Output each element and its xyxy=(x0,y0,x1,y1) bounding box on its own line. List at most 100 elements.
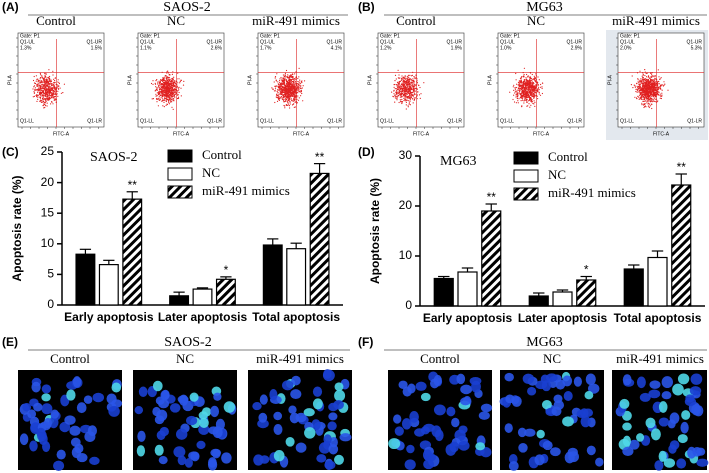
dot xyxy=(276,90,278,93)
dot xyxy=(521,106,523,108)
dot xyxy=(298,97,300,99)
dot xyxy=(528,103,530,105)
cell xyxy=(199,417,209,429)
cell xyxy=(550,447,561,457)
quadrant-label: Q1-UL xyxy=(500,39,515,45)
dot xyxy=(406,78,408,80)
dot xyxy=(283,75,285,77)
panel-title: SAOS-2 xyxy=(164,335,211,350)
cell xyxy=(423,459,434,470)
dot xyxy=(530,97,532,99)
dot xyxy=(52,70,54,72)
legend-label: Control xyxy=(548,149,588,164)
dot xyxy=(293,80,295,82)
dot xyxy=(413,94,415,96)
legend-label: miR-491 mimics xyxy=(548,185,636,200)
column-label: miR-491 mimics xyxy=(256,351,344,366)
x-tick-label: Total apoptosis xyxy=(252,310,340,324)
dot xyxy=(540,86,542,88)
dot xyxy=(287,95,289,97)
cell xyxy=(636,376,646,389)
dot xyxy=(290,84,292,86)
dot xyxy=(291,94,293,96)
dot xyxy=(290,78,292,80)
dot xyxy=(410,96,412,98)
dot xyxy=(528,81,530,84)
dot xyxy=(47,86,49,88)
bar xyxy=(647,256,668,307)
dot xyxy=(642,74,644,76)
dot xyxy=(159,94,161,97)
cell xyxy=(66,389,76,401)
dot xyxy=(406,99,408,101)
dot xyxy=(525,89,527,91)
dot xyxy=(530,100,532,102)
dot xyxy=(405,99,407,101)
dot xyxy=(40,100,43,102)
dot xyxy=(160,88,162,90)
cell xyxy=(323,434,332,445)
dot xyxy=(639,84,641,86)
dot xyxy=(525,78,528,80)
dot xyxy=(418,94,421,96)
dot xyxy=(165,74,167,77)
y-axis-label: PI-A xyxy=(7,74,13,84)
dot xyxy=(515,79,517,81)
dot xyxy=(401,98,403,101)
quadrant-label: Q1-LR xyxy=(447,118,462,124)
dot xyxy=(47,97,49,99)
dot xyxy=(281,94,283,96)
quadrant-label: Q1-LR xyxy=(207,118,222,124)
cell xyxy=(595,457,604,467)
cell xyxy=(138,386,148,398)
cell xyxy=(504,372,514,382)
legend-swatch xyxy=(167,185,193,199)
dot xyxy=(160,79,162,81)
dot xyxy=(173,76,175,78)
dot xyxy=(397,86,399,88)
dot xyxy=(530,91,532,93)
dot xyxy=(643,106,645,109)
dot xyxy=(531,84,533,86)
bar xyxy=(576,279,597,307)
dot xyxy=(640,89,643,91)
dot xyxy=(49,82,52,84)
quadrant-value: 2.9% xyxy=(571,45,583,51)
dot xyxy=(281,87,283,89)
dot xyxy=(36,95,38,97)
dot xyxy=(288,90,290,92)
dot xyxy=(648,105,650,107)
dot xyxy=(291,84,293,86)
dot xyxy=(277,94,280,96)
dot xyxy=(45,78,48,80)
dot xyxy=(37,89,39,91)
dot xyxy=(289,92,291,94)
dot xyxy=(275,85,277,87)
dot xyxy=(161,89,163,92)
dot xyxy=(36,96,38,98)
dot xyxy=(54,97,56,99)
dot xyxy=(171,83,173,85)
bar xyxy=(98,264,119,306)
quadrant-label: Q1-UR xyxy=(206,39,222,45)
dot xyxy=(41,92,43,94)
dot xyxy=(654,84,656,86)
column-label: miR-491 mimics xyxy=(616,351,704,366)
dot xyxy=(533,82,535,85)
dot xyxy=(528,86,530,88)
dot xyxy=(50,80,52,82)
dot xyxy=(42,98,45,100)
dot xyxy=(279,92,281,94)
dot xyxy=(402,84,404,86)
dot xyxy=(279,86,281,88)
dot xyxy=(291,85,293,87)
cell xyxy=(273,450,285,462)
dot xyxy=(167,78,169,80)
dot xyxy=(642,82,644,84)
dot xyxy=(643,82,645,84)
dot xyxy=(162,77,164,79)
dot xyxy=(653,97,655,99)
dot xyxy=(286,89,288,91)
dot xyxy=(58,81,60,83)
dot xyxy=(517,87,520,89)
